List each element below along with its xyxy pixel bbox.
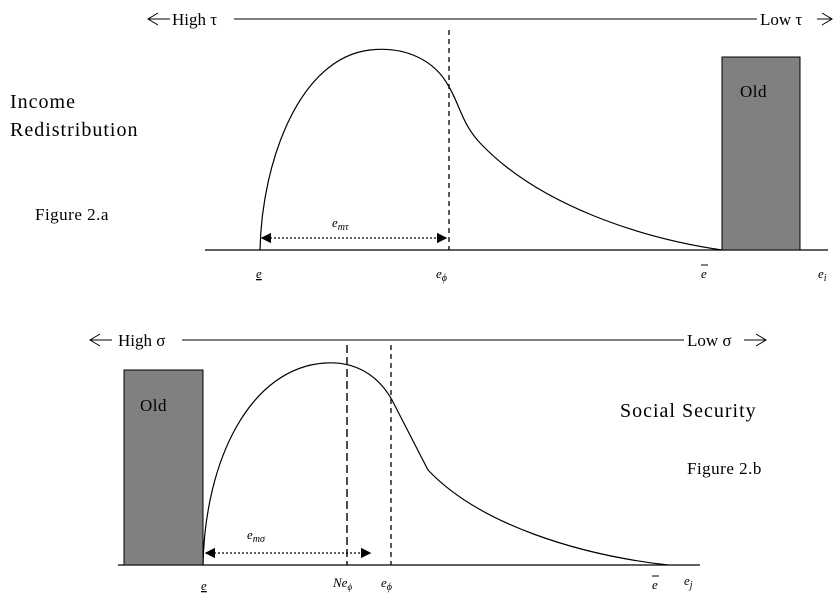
e-upper-tick-b: e	[652, 577, 658, 592]
figure-2b-caption: Figure 2.b	[687, 459, 762, 478]
ne-phi-tick: Neϕ	[332, 575, 352, 592]
old-label-b: Old	[140, 396, 167, 415]
tau-direction-arrow: High τ Low τ	[147, 8, 833, 30]
sigma-direction-arrow: High σ Low σ	[89, 329, 767, 351]
figure-2b: High σ Low σ Social Security Figure 2.b …	[89, 329, 767, 593]
high-sigma-label: High σ	[118, 331, 165, 350]
e-phi-tick-a: eϕ	[436, 266, 447, 284]
high-tau-label: High τ	[172, 10, 217, 29]
e-i-tick: ei	[818, 266, 827, 284]
e-m-tau-label: emτ	[332, 215, 349, 233]
e-j-tick: ej	[684, 573, 693, 591]
e-lower-tick-a: e	[256, 266, 262, 281]
income-distribution-curve	[259, 48, 723, 251]
income-title-line2: Redistribution	[10, 119, 138, 141]
figure-2a: High τ Low τ Income Redistribution Figur…	[10, 8, 833, 284]
figure-2a-caption: Figure 2.a	[35, 205, 109, 224]
e-phi-tick-b: eϕ	[381, 575, 392, 593]
e-upper-tick-a: e	[701, 266, 707, 281]
old-bar-b	[123, 369, 204, 566]
e-m-sigma-label: emσ	[247, 527, 266, 545]
social-security-title: Social Security	[620, 400, 757, 422]
income-title-line1: Income	[10, 91, 76, 113]
e-lower-tick-b: e	[201, 578, 207, 593]
old-label-a: Old	[740, 82, 767, 101]
low-tau-label: Low τ	[760, 10, 802, 29]
low-sigma-label: Low σ	[687, 331, 732, 350]
old-bar-a	[721, 56, 801, 251]
social-security-distribution-curve	[202, 362, 669, 566]
